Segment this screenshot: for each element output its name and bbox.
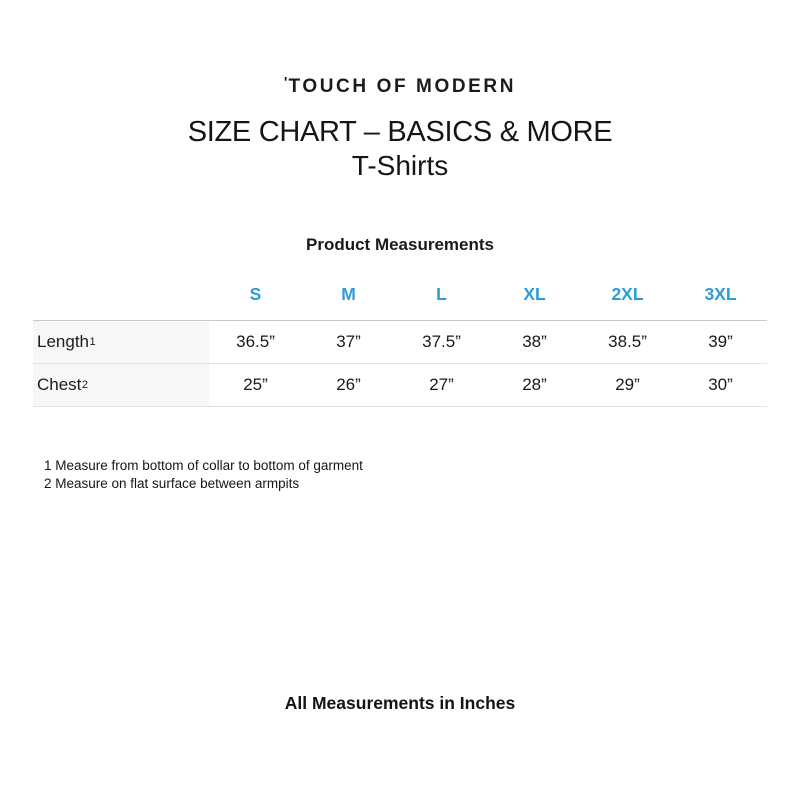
measurements-table: S M L XL 2XL 3XL Length 1 36.5” 37” 37.5”…	[33, 284, 767, 407]
brand-logo: 'TOUCH OF MODERN	[0, 74, 800, 98]
column-header-3xl: 3XL	[704, 284, 737, 304]
table-row-length: Length 1 36.5” 37” 37.5” 38” 38.5” 39”	[33, 321, 767, 364]
column-header-s: S	[249, 284, 262, 304]
units-note: All Measurements in Inches	[284, 693, 516, 713]
footnote-1: 1 Measure from bottom of collar to botto…	[44, 458, 363, 473]
measurement-value: 27”	[429, 375, 454, 394]
measurement-value: 30”	[708, 375, 733, 394]
row-label-text: Chest	[37, 375, 82, 394]
column-header-xl: XL	[523, 284, 546, 304]
measurement-value: 38”	[522, 332, 547, 351]
column-header-2xl: 2XL	[611, 284, 644, 304]
row-label-chest: Chest 2	[33, 364, 209, 406]
row-label-text: Length	[37, 332, 89, 351]
measurement-value: 39”	[708, 332, 733, 351]
page-subtitle: T-Shirts	[351, 150, 449, 181]
footnotes: 1 Measure from bottom of collar to botto…	[44, 457, 363, 493]
table-body: Length 1 36.5” 37” 37.5” 38” 38.5” 39” Ch…	[33, 320, 767, 407]
measurement-value: 29”	[615, 375, 640, 394]
measurement-value: 28”	[522, 375, 547, 394]
measurement-value: 26”	[336, 375, 361, 394]
table-row-chest: Chest 2 25” 26” 27” 28” 29” 30”	[33, 364, 767, 407]
measurement-value: 37”	[336, 332, 361, 351]
measurement-value: 36.5”	[236, 332, 275, 351]
section-heading: Product Measurements	[306, 235, 494, 254]
column-header-m: M	[341, 284, 356, 304]
measurement-value: 38.5”	[608, 332, 647, 351]
row-label-length: Length 1	[33, 321, 209, 363]
footnote-2: 2 Measure on flat surface between armpit…	[44, 476, 300, 491]
measurement-value: 37.5”	[422, 332, 461, 351]
measurement-value: 25”	[243, 375, 268, 394]
table-header-row: S M L XL 2XL 3XL	[33, 284, 767, 320]
logo-text: TOUCH OF MODERN	[288, 76, 517, 97]
column-header-l: L	[436, 284, 447, 304]
logo-tick-mark: '	[283, 74, 288, 91]
page-title: SIZE CHART – BASICS & MORE	[187, 116, 613, 148]
